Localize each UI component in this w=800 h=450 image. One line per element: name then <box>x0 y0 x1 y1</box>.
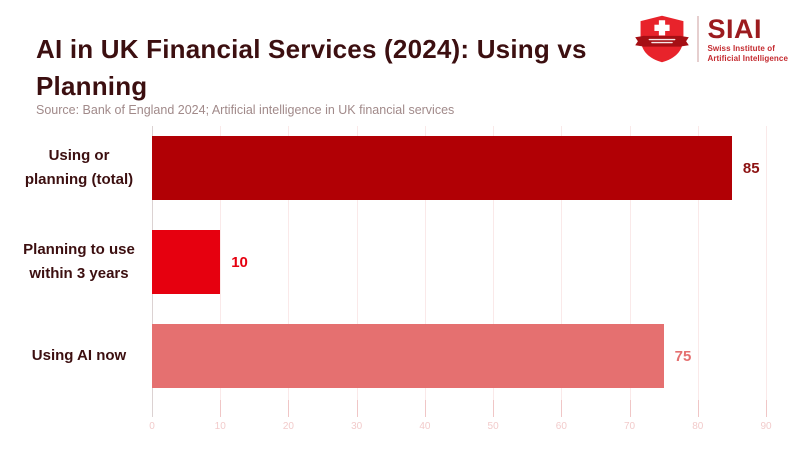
gridline <box>561 126 563 408</box>
tick-mark <box>220 400 222 417</box>
tick-mark <box>629 400 631 417</box>
value-label: 10 <box>231 253 248 271</box>
tick-label: 60 <box>555 421 567 432</box>
gridline <box>424 126 426 408</box>
tick-label: 70 <box>623 421 636 432</box>
siai-logo: SIAI Swiss Institute of Artificial Intel… <box>635 14 788 64</box>
tick-label: 40 <box>419 421 431 432</box>
gridline <box>697 126 699 408</box>
gridline <box>766 126 767 408</box>
tick-mark <box>697 400 699 417</box>
tick-mark <box>356 400 358 417</box>
tick-label: 20 <box>282 421 294 432</box>
gridline <box>288 126 290 408</box>
bar <box>152 324 664 388</box>
gridline <box>493 126 495 408</box>
logo-text: SIAI Swiss Institute of Artificial Intel… <box>707 13 788 63</box>
value-label: 75 <box>674 347 692 365</box>
bar-chart: 0 10 20 30 40 50 60 70 80 90 Using or planning (to… <box>0 126 800 442</box>
gridline <box>629 126 631 408</box>
gridline <box>220 126 222 408</box>
tick-label: 50 <box>487 421 499 432</box>
category-label: Planning to use within 3 years <box>23 241 135 282</box>
tick-label: 80 <box>692 421 704 432</box>
tick-mark <box>561 400 563 417</box>
tick-label: 0 <box>149 421 155 432</box>
logo-subtitle-line2: Artificial Intelligence <box>707 53 788 63</box>
bar <box>152 136 732 200</box>
value-label: 85 <box>742 159 760 177</box>
tick-mark <box>288 400 290 417</box>
swiss-shield-icon <box>635 15 690 63</box>
gridline <box>356 126 358 408</box>
tick-label: 30 <box>351 421 363 432</box>
logo-acronym: SIAI <box>707 13 762 44</box>
category-label: Using or planning (total) <box>24 147 134 188</box>
tick-mark <box>424 400 426 417</box>
tick-label: 10 <box>214 421 226 432</box>
bar <box>152 230 221 294</box>
tick-mark <box>493 400 495 417</box>
tick-mark <box>152 400 153 417</box>
tick-label: 90 <box>760 421 772 432</box>
page-title: AI in UK Financial Services (2024): Usin… <box>36 34 587 102</box>
source-note: Source: Bank of England 2024; Artificial… <box>36 103 455 117</box>
category-label: Using AI now <box>31 347 127 364</box>
logo-divider <box>697 16 700 62</box>
tick-mark <box>766 400 767 417</box>
logo-subtitle-line1: Swiss Institute of <box>707 43 776 53</box>
